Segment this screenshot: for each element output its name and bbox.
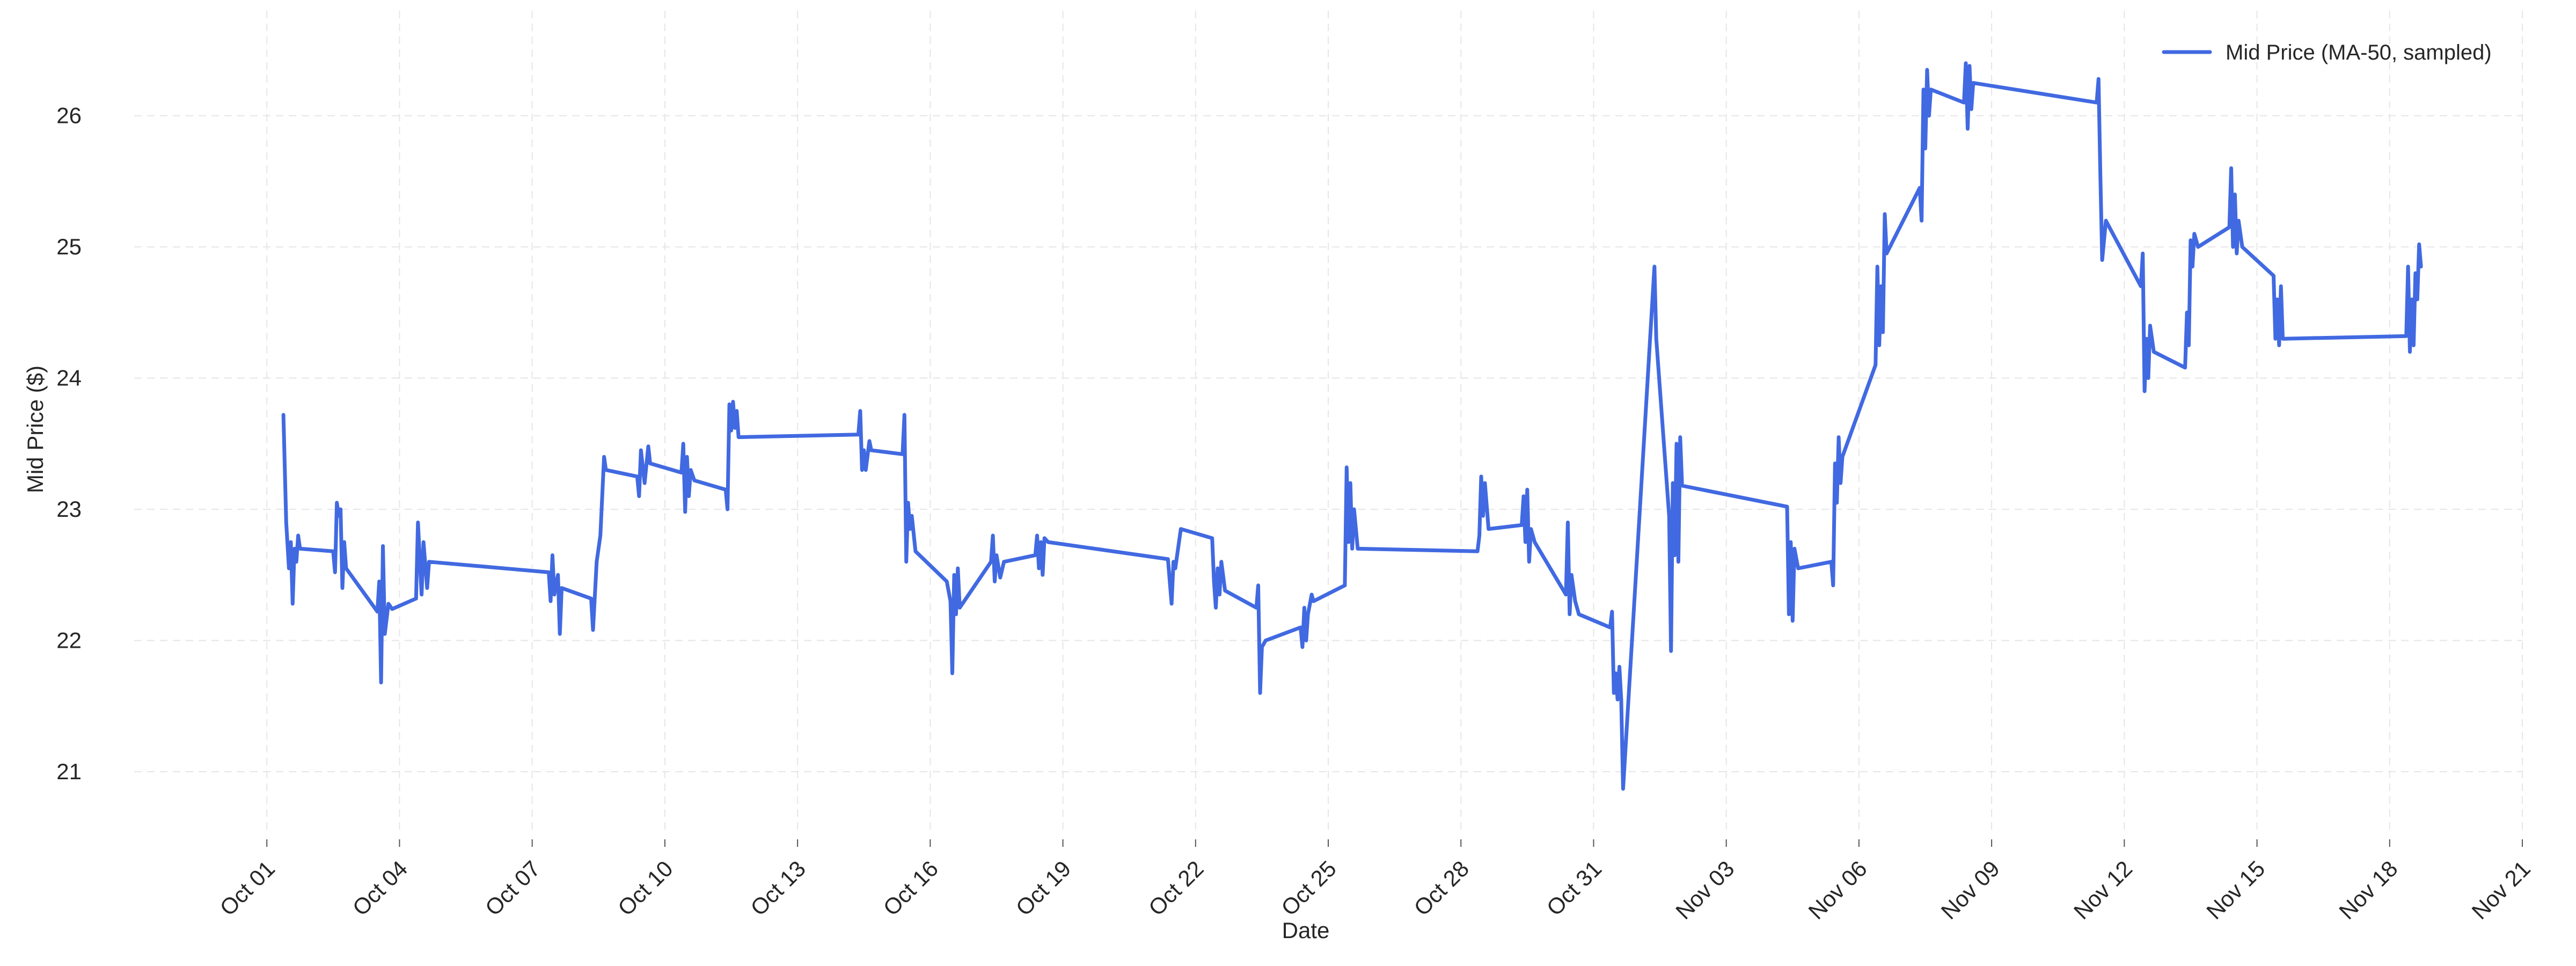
x-tick-label: Oct 16 [878, 856, 943, 921]
y-tick-label: 26 [56, 103, 82, 128]
x-tick-label: Oct 10 [613, 856, 678, 921]
x-tick-label: Oct 01 [215, 856, 280, 921]
series-layer [281, 61, 2423, 791]
x-tick-label: Oct 04 [348, 856, 413, 921]
y-tick-label: 24 [56, 365, 82, 391]
x-tick-label: Oct 31 [1542, 856, 1607, 921]
x-tick-label: Oct 22 [1144, 856, 1209, 921]
grid [134, 11, 2523, 831]
x-tick-label: Nov 12 [2069, 856, 2137, 924]
series-line-0 [281, 61, 2423, 791]
x-tick-label: Nov 09 [1936, 856, 2004, 924]
x-tick-label: Oct 07 [480, 856, 545, 921]
legend-label: Mid Price (MA-50, sampled) [2226, 41, 2492, 64]
x-tick-label: Oct 28 [1409, 856, 1474, 921]
y-tick-label: 25 [56, 234, 82, 259]
x-tick-label: Nov 06 [1803, 856, 1871, 924]
x-tick-label: Oct 25 [1276, 856, 1341, 921]
y-axis: 21 22 23 24 25 26 [56, 103, 82, 784]
x-tick-label: Nov 03 [1671, 856, 1739, 924]
x-axis-title: Date [1282, 918, 1330, 943]
y-tick-label: 21 [56, 759, 82, 784]
legend: Mid Price (MA-50, sampled) [2162, 41, 2492, 64]
y-tick-label: 22 [56, 628, 82, 653]
x-tick-label: Nov 21 [2467, 856, 2535, 924]
x-tick-label: Oct 13 [745, 856, 810, 921]
y-axis-title: Mid Price ($) [23, 365, 48, 493]
x-axis: Oct 01 Oct 04 Oct 07 Oct 10 Oct 13 Oct 16 Oct … [215, 839, 2535, 924]
x-tick-label: Oct 19 [1011, 856, 1076, 921]
x-tick-label: Nov 15 [2201, 856, 2270, 924]
y-tick-label: 23 [56, 496, 82, 522]
x-tick-label: Nov 18 [2334, 856, 2402, 924]
